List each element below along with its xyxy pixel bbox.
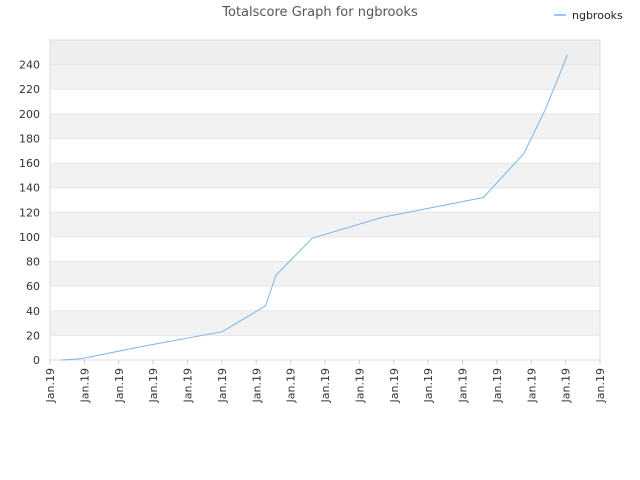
x-tick-label: Jan.19 (525, 368, 538, 403)
x-tick-label: Jan.19 (560, 368, 573, 403)
x-tick-label: Jan.19 (44, 368, 57, 403)
y-tick-label: 160 (19, 157, 40, 170)
y-tick-label: 220 (19, 83, 40, 96)
x-tick-label: Jan.19 (388, 368, 401, 403)
x-tick-label: Jan.19 (422, 368, 435, 403)
y-tick-label: 100 (19, 231, 40, 244)
y-tick-label: 60 (26, 280, 40, 293)
plot-band (50, 138, 600, 164)
y-tick-label: 200 (19, 108, 40, 121)
legend[interactable]: ngbrooks (554, 9, 623, 22)
horizontal-gridlines (50, 64, 600, 361)
y-tick-label: 240 (19, 59, 40, 72)
legend-label-ngbrooks: ngbrooks (572, 9, 623, 22)
x-tick-label: Jan.19 (113, 368, 126, 403)
x-tick-label: Jan.19 (250, 368, 263, 403)
plot-band (50, 335, 600, 360)
plot-band (50, 163, 600, 188)
plot-band (50, 286, 600, 311)
x-tick-label: Jan.19 (78, 368, 91, 403)
plot-band (50, 261, 600, 287)
plot-background-bands (50, 40, 600, 360)
y-tick-label: 80 (26, 256, 40, 269)
chart-title: Totalscore Graph for ngbrooks (221, 5, 418, 20)
x-axis-tick-labels: Jan.19 Jan.19 Jan.19 Jan.19 Jan.19 Jan.19 Jan.… (44, 368, 607, 403)
x-tick-label: Jan.19 (353, 368, 366, 403)
y-tick-label: 40 (26, 305, 40, 318)
x-tick-label: Jan.19 (285, 368, 298, 403)
plot-band (50, 64, 600, 90)
plot-band (50, 113, 600, 139)
plot-band (50, 212, 600, 237)
series-ngbrooks (61, 54, 568, 361)
plot-band (50, 40, 600, 65)
plot-band (50, 236, 600, 262)
y-tick-label: 0 (33, 354, 40, 367)
x-tick-label: Jan.19 (216, 368, 229, 403)
x-tick-label: Jan.19 (491, 368, 504, 403)
x-tick-label: Jan.19 (594, 368, 607, 403)
series-line-ngbrooks (61, 54, 568, 361)
y-tick-label: 20 (26, 329, 40, 342)
plot-band (50, 89, 600, 114)
x-tick-label: Jan.19 (147, 368, 160, 403)
y-tick-label: 180 (19, 132, 40, 145)
x-tick-label: Jan.19 (182, 368, 195, 403)
plot-band (50, 310, 600, 336)
plot-band (50, 187, 600, 213)
x-tick-label: Jan.19 (319, 368, 332, 403)
y-axis-tick-labels: 0 20 40 60 80 100 120 140 160 180 200 220 240 (19, 59, 40, 367)
y-tick-label: 140 (19, 182, 40, 195)
x-axis-tick-marks (49, 360, 601, 364)
y-tick-label: 120 (19, 206, 40, 219)
x-tick-label: Jan.19 (457, 368, 470, 403)
